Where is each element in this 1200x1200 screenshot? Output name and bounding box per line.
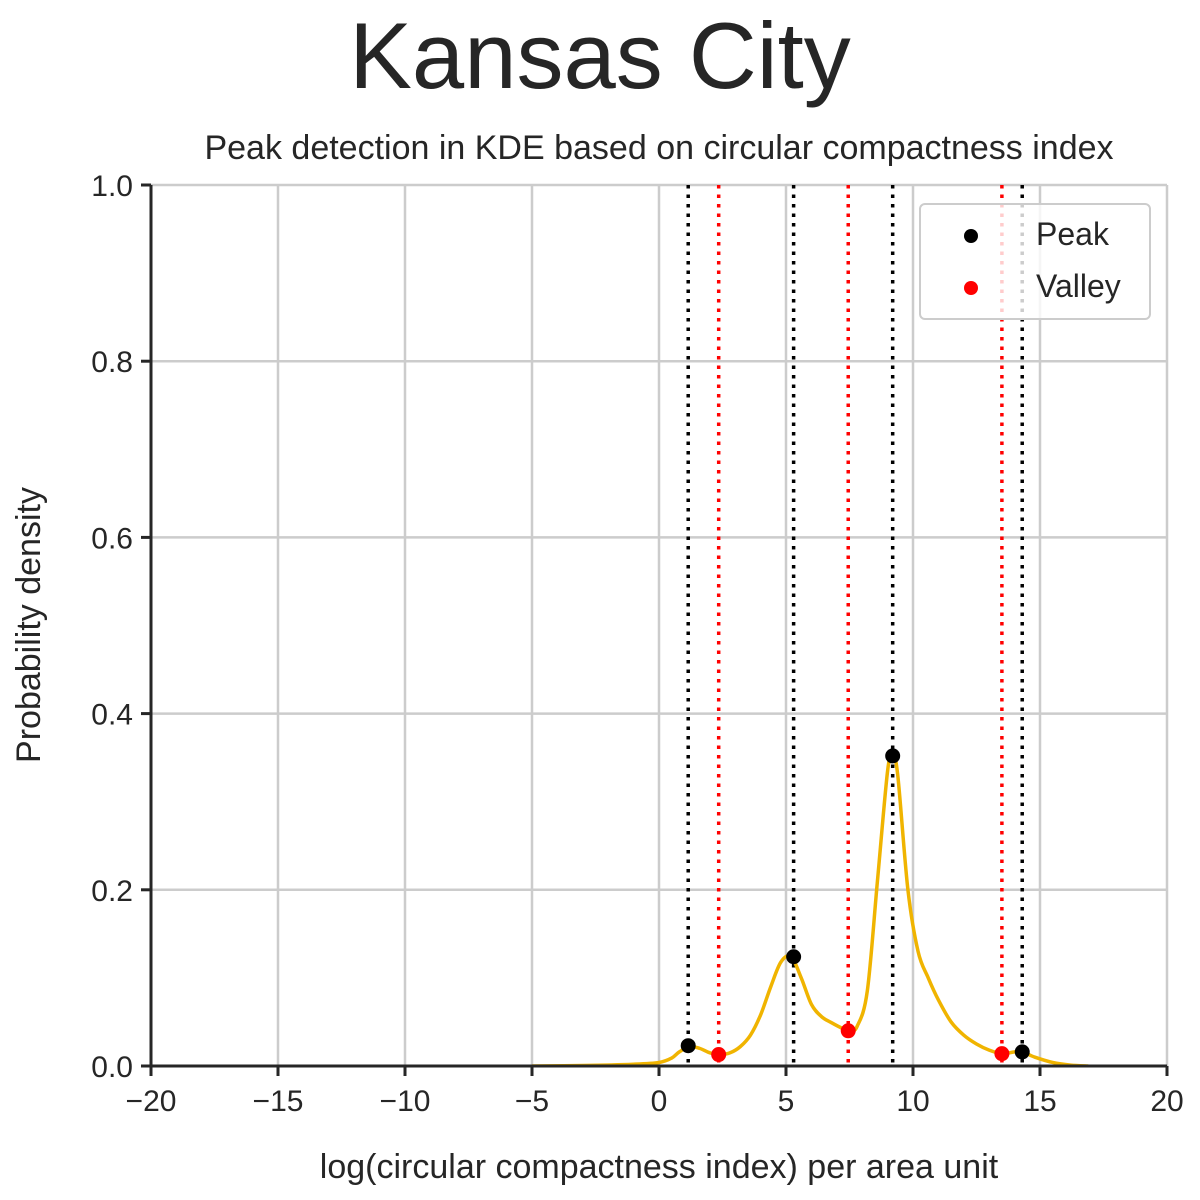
x-tick-label: 0 [651,1085,668,1118]
x-tick-label: −5 [515,1085,549,1118]
x-tick-label: −20 [126,1085,177,1118]
x-tick-label: 15 [1023,1085,1056,1118]
peak-point [1014,1044,1030,1060]
peak-point [680,1038,696,1054]
legend-label-peak: Peak [1036,216,1110,252]
peak-point [786,949,802,965]
chart-title: Peak detection in KDE based on circular … [204,129,1113,167]
x-tick-label: −10 [380,1085,431,1118]
x-tick-label: −15 [253,1085,304,1118]
y-ticks: 0.0 0.2 0.4 0.6 0.8 1.0 [91,170,151,1084]
marker-lines [686,185,1024,1066]
legend: Peak Valley [919,203,1151,320]
y-tick-label: 0.8 [91,346,133,379]
figure-title: Kansas City [349,3,851,108]
x-tick-label: 20 [1150,1085,1183,1118]
y-tick-label: 1.0 [91,170,133,203]
x-tick-label: 10 [896,1085,929,1118]
extrema-points [680,748,1030,1063]
legend-marker-valley [964,281,978,295]
valley-point [840,1023,856,1039]
y-tick-label: 0.6 [91,522,133,555]
valley-point [711,1047,727,1063]
peak-point [885,748,901,764]
x-tick-label: 5 [778,1085,795,1118]
y-tick-label: 0.0 [91,1051,133,1084]
x-axis-label: log(circular compactness index) per area… [320,1148,999,1186]
y-tick-label: 0.4 [91,699,133,732]
y-axis-label: Probability density [10,487,48,763]
kde-curve [531,753,1089,1066]
legend-label-valley: Valley [1036,268,1121,304]
y-tick-label: 0.2 [91,875,133,908]
valley-point [994,1046,1010,1062]
legend-marker-peak [964,229,978,243]
x-ticks: −20 −15 −10 −5 0 5 10 15 20 [126,1066,1184,1118]
